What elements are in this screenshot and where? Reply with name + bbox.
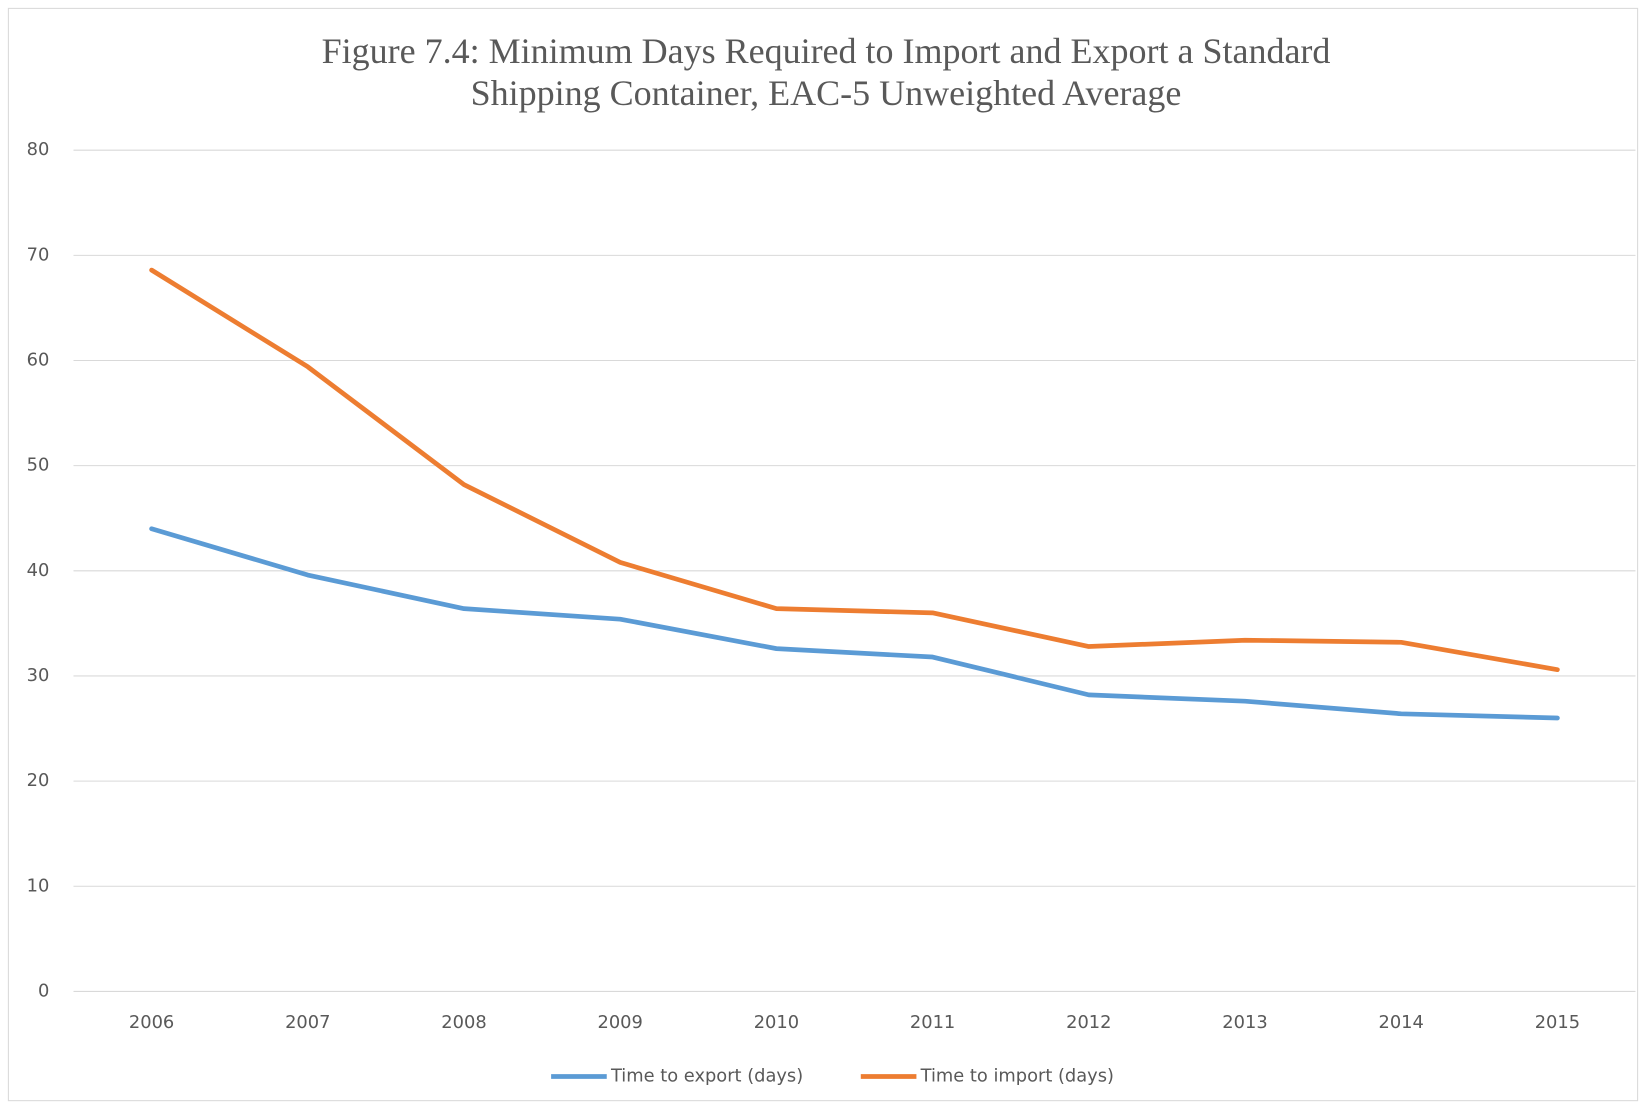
- x-tick-label: 2012: [1066, 1012, 1111, 1033]
- x-tick-label: 2006: [129, 1012, 174, 1033]
- y-tick-label: 0: [38, 980, 49, 1001]
- x-tick-label: 2011: [910, 1012, 955, 1033]
- y-tick-label: 60: [27, 349, 50, 370]
- series-line: [149, 267, 1560, 673]
- legend-label: Time to export (days): [610, 1065, 803, 1086]
- chart-border: [7, 7, 1639, 1102]
- series-line: [149, 526, 1560, 721]
- x-tick-label: 2013: [1222, 1012, 1267, 1033]
- x-tick-label: 2010: [754, 1012, 799, 1033]
- y-tick-label: 30: [27, 665, 50, 686]
- legend-label: Time to import (days): [920, 1065, 1114, 1086]
- y-tick-label: 10: [27, 875, 50, 896]
- x-tick-label: 2015: [1535, 1012, 1580, 1033]
- x-tick-label: 2009: [598, 1012, 643, 1033]
- y-tick-label: 50: [27, 455, 50, 476]
- x-tick-label: 2007: [285, 1012, 330, 1033]
- x-tick-label: 2008: [441, 1012, 486, 1033]
- y-tick-label: 20: [27, 770, 50, 791]
- y-tick-label: 40: [27, 560, 50, 581]
- x-tick-label: 2014: [1379, 1012, 1424, 1033]
- chart-title: Figure 7.4: Minimum Days Required to Imp…: [321, 31, 1331, 113]
- y-tick-label: 70: [27, 244, 50, 265]
- y-tick-label: 80: [27, 139, 50, 160]
